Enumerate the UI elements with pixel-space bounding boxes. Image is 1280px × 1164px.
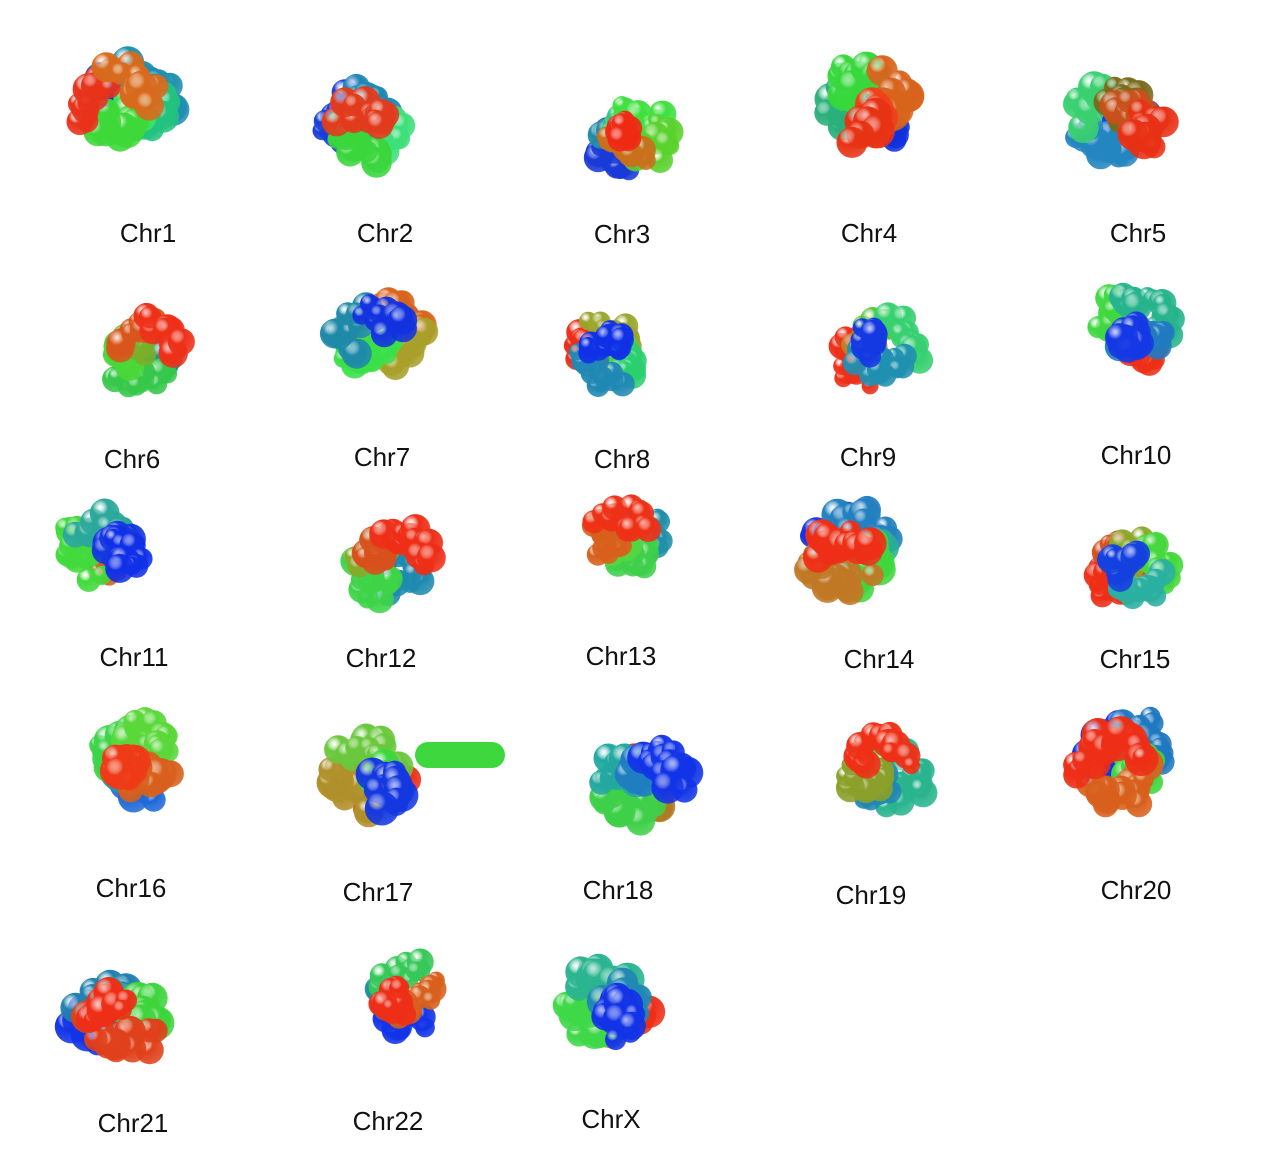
bead <box>364 791 399 826</box>
chromosome-label: Chr22 <box>352 1106 424 1136</box>
bead <box>635 516 662 542</box>
bead <box>111 999 132 1020</box>
chromosome-structure-chr6 <box>102 302 195 398</box>
chromosome-structure-chr2 <box>312 73 416 178</box>
chromosome-structure-chr14 <box>794 495 903 606</box>
bead <box>861 564 884 587</box>
bead <box>854 527 887 560</box>
bead <box>1105 323 1134 352</box>
bead <box>388 305 418 335</box>
bead <box>1132 746 1153 768</box>
chromosome-label: Chr18 <box>582 875 654 905</box>
chromosome-structure-chr15 <box>1083 526 1184 610</box>
chromosome-label: Chr8 <box>593 444 651 474</box>
chromosome-label: Chr14 <box>843 644 915 674</box>
chromosome-label: Chr4 <box>840 218 898 248</box>
chromosome-structure-chr11 <box>55 498 153 592</box>
chromosome-structure-chr5 <box>1063 71 1179 170</box>
chromosome-label: Chr15 <box>1099 644 1171 674</box>
bead <box>578 337 598 356</box>
chromosome-structure-chr20 <box>1063 706 1175 818</box>
bead <box>607 126 633 152</box>
chromosome-structure-chr19 <box>835 721 938 818</box>
bead <box>103 756 137 790</box>
chromosome-structure-chr4 <box>814 51 925 158</box>
bead <box>836 126 868 158</box>
bead <box>381 998 399 1016</box>
bead <box>365 111 394 139</box>
chromosome-structure-chr21 <box>54 969 175 1065</box>
chromosome-structure-chr7 <box>319 287 439 381</box>
chromosome-structure-chr8 <box>563 311 647 397</box>
bead <box>1117 119 1149 151</box>
chromosome-label: Chr11 <box>99 642 169 672</box>
chromosome-structure-chr17 <box>316 723 505 828</box>
bead <box>369 519 399 549</box>
bead <box>859 319 887 347</box>
chromosome-label: Chr2 <box>356 218 414 248</box>
bead <box>319 318 350 349</box>
chromosome-structure-chr13 <box>581 494 673 579</box>
chromosome-structure-chr3 <box>583 96 684 181</box>
chromosome-label: Chr3 <box>593 219 651 249</box>
bead <box>909 778 930 799</box>
bead <box>416 543 446 573</box>
bead <box>105 553 135 583</box>
chromosome-structure-chr16 <box>89 707 184 813</box>
chromosome-label: Chr6 <box>103 444 161 474</box>
chromosome-structure-chr1 <box>66 46 190 152</box>
bead <box>617 1011 646 1041</box>
bead <box>341 338 372 369</box>
bead <box>421 991 441 1010</box>
bead <box>134 91 164 121</box>
protruding-segment <box>415 742 505 768</box>
bead <box>1154 302 1179 327</box>
chromosome-label: Chr13 <box>585 641 657 671</box>
chromosome-structure-chr12 <box>340 514 446 614</box>
bead <box>167 328 195 356</box>
bead <box>1072 750 1094 772</box>
bead <box>902 756 920 775</box>
chromosome-label: Chr20 <box>1100 875 1172 905</box>
chromosome-structure-chr10 <box>1087 282 1185 376</box>
chromosome-structure-chrx <box>552 953 666 1051</box>
bead <box>605 1028 627 1051</box>
chromosome-label: Chr5 <box>1109 218 1167 248</box>
bead <box>123 710 147 733</box>
chromosome-structure-chr9 <box>828 302 934 395</box>
bead <box>389 978 410 999</box>
chromosome-label: Chr10 <box>1100 440 1172 470</box>
chromosome-label: Chr12 <box>345 643 417 673</box>
chromosome-label: Chr7 <box>353 442 411 472</box>
chromosome-label: ChrX <box>581 1104 641 1134</box>
chromosome-label: Chr19 <box>835 880 907 910</box>
bead <box>84 1027 108 1052</box>
chromosome-label: Chr21 <box>97 1108 169 1138</box>
chromosome-label: Chr17 <box>342 877 414 907</box>
chromosome-label: Chr1 <box>119 218 177 248</box>
bead <box>406 961 427 982</box>
chromosome-structure-chr18 <box>589 734 704 836</box>
chromosome-structure-chr22 <box>364 948 447 1045</box>
bead <box>1120 543 1148 571</box>
chromosome-label: Chr9 <box>839 442 897 472</box>
bead <box>609 327 634 352</box>
chromosome-label: Chr16 <box>95 873 167 903</box>
bead <box>651 771 684 804</box>
